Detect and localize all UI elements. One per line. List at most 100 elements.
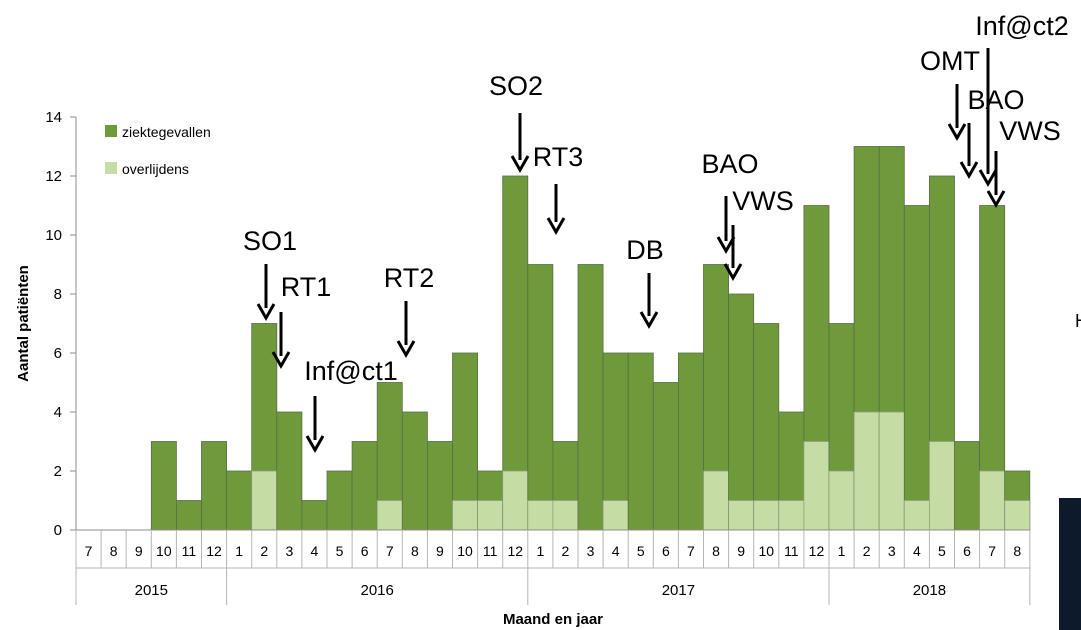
y-tick-label: 4: [54, 404, 62, 421]
x-month-label: 6: [361, 543, 369, 559]
x-year-label: 2016: [361, 582, 394, 599]
x-month-label: 9: [135, 543, 143, 559]
bar-overlijdens: [979, 470, 1006, 531]
y-axis-title: Aantal patiënten: [15, 265, 32, 382]
bar-overlijdens: [753, 500, 780, 531]
bar-ziektegevallen: [577, 264, 604, 531]
x-month-label: 2: [562, 543, 570, 559]
bar-overlijdens: [552, 500, 579, 531]
annotation-arrow-head: [546, 217, 566, 236]
bar-ziektegevallen: [426, 441, 453, 531]
bar-overlijdens: [602, 500, 629, 531]
x-month-label: 5: [336, 543, 344, 559]
x-month-label: 3: [587, 543, 595, 559]
x-month-label: 7: [386, 543, 394, 559]
x-month-label: 9: [436, 543, 444, 559]
bar-ziektegevallen: [753, 323, 780, 531]
bar-overlijdens: [452, 500, 479, 531]
bar-overlijdens: [502, 470, 529, 531]
annotation-label: RT1: [281, 272, 332, 302]
x-month-label: 11: [784, 543, 799, 559]
x-month-label: 10: [156, 543, 172, 559]
bar-overlijdens: [803, 441, 830, 531]
bar-ziektegevallen: [201, 441, 228, 531]
annotation-arrow-head: [256, 303, 276, 322]
y-tick-label: 6: [54, 345, 62, 362]
x-month-label: 2: [260, 543, 268, 559]
x-month-label: 5: [938, 543, 946, 559]
legend-swatch-overlijdens: [105, 162, 117, 174]
x-month-label: 3: [888, 543, 896, 559]
bar-overlijdens: [251, 470, 278, 531]
x-month-label: 12: [809, 543, 825, 559]
bar-ziektegevallen: [276, 411, 303, 531]
annotation-arrow-head: [510, 155, 530, 174]
bar-ziektegevallen: [351, 441, 378, 531]
x-axis-title: Maand en jaar: [503, 611, 603, 628]
x-month-label: 11: [182, 543, 197, 559]
x-month-label: 10: [758, 543, 774, 559]
x-month-label: 8: [411, 543, 419, 559]
bar-overlijdens: [728, 500, 755, 531]
annotation-arrow-head: [959, 161, 979, 180]
x-year-label: 2018: [913, 582, 946, 599]
x-month-label: 12: [507, 543, 523, 559]
annotation-arrow-head: [271, 351, 291, 370]
x-month-label: 4: [311, 543, 319, 559]
annotation-label: RT2: [384, 263, 435, 293]
bar-overlijdens: [778, 500, 805, 531]
x-month-label: 1: [536, 543, 544, 559]
annotation-label: DB: [626, 235, 664, 265]
x-month-label: 1: [235, 543, 243, 559]
bar-ziektegevallen: [401, 411, 428, 531]
bar-overlijdens: [878, 411, 905, 531]
bar-ziektegevallen: [226, 470, 253, 531]
adjacent-slide-edge: [1059, 498, 1081, 630]
bar-ziektegevallen: [678, 352, 704, 531]
y-tick-label: 10: [45, 227, 62, 244]
bar-ziektegevallen: [652, 382, 679, 531]
bar-ziektegevallen: [903, 205, 930, 531]
annotation-arrow-head: [639, 311, 659, 330]
annotation-label: VWS: [999, 116, 1061, 146]
x-month-label: 4: [612, 543, 620, 559]
bar-overlijdens: [828, 470, 855, 531]
x-month-label: 1: [838, 543, 846, 559]
x-year-label: 2015: [135, 582, 168, 599]
bar-overlijdens: [376, 500, 403, 531]
bar-ziektegevallen: [175, 500, 202, 531]
x-month-label: 10: [457, 543, 473, 559]
y-tick-label: 2: [54, 463, 62, 480]
annotation-arrow-head: [978, 169, 998, 188]
x-month-label: 6: [662, 543, 670, 559]
legend-label-ziektegevallen: ziektegevallen: [122, 124, 211, 140]
bar-overlijdens: [477, 500, 504, 531]
annotation-label: Inf@ct2: [975, 11, 1068, 41]
annotation-arrow-head: [947, 123, 967, 142]
bar-ziektegevallen: [150, 441, 177, 531]
x-month-label: 8: [712, 543, 720, 559]
bar-ziektegevallen: [326, 470, 353, 531]
annotation-arrow-head: [723, 263, 743, 282]
bar-ziektegevallen: [954, 441, 981, 531]
annotation-label: RT3: [533, 142, 584, 172]
annotation-label: SO1: [243, 226, 297, 256]
x-month-label: 5: [637, 543, 645, 559]
y-tick-label: 0: [54, 522, 62, 539]
x-month-label: 7: [687, 543, 695, 559]
bar-overlijdens: [527, 500, 554, 531]
annotation-label: BAO: [701, 149, 758, 179]
annotation-label: BAO: [967, 85, 1024, 115]
x-month-label: 7: [85, 543, 93, 559]
bar-ziektegevallen: [627, 352, 654, 531]
x-month-label: 6: [963, 543, 971, 559]
x-month-label: 8: [110, 543, 118, 559]
legend-label-overlijdens: overlijdens: [122, 161, 189, 177]
bar-ziektegevallen: [728, 293, 755, 531]
bar-ziektegevallen: [527, 264, 554, 531]
annotation-arrow-head: [305, 435, 325, 454]
bar-overlijdens: [1004, 500, 1031, 531]
x-month-label: 4: [913, 543, 921, 559]
y-tick-label: 8: [54, 286, 62, 303]
edge-text: H: [1075, 311, 1081, 331]
